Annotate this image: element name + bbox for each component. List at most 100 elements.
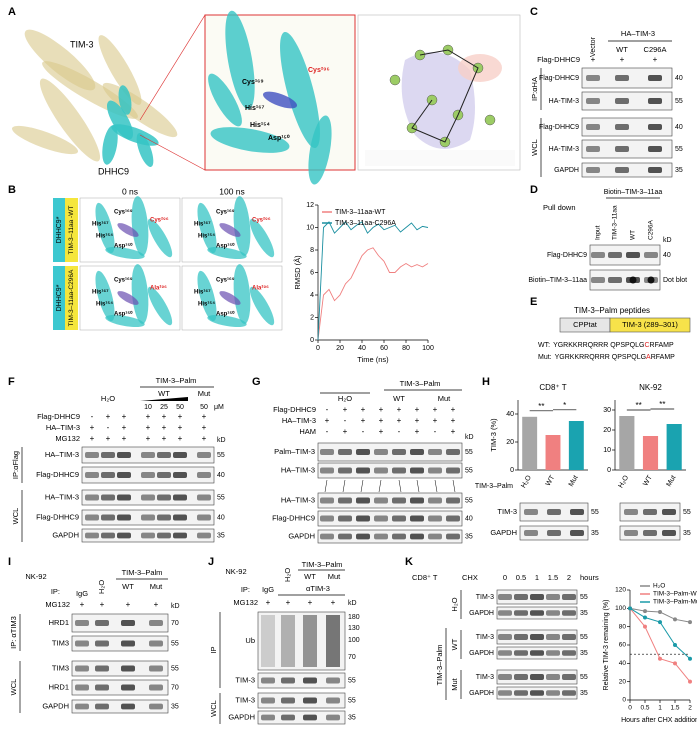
x-tick-label: 100 — [422, 345, 434, 352]
blot-label: HA–TIM-3 — [45, 450, 79, 459]
kd-marker: 55 — [465, 467, 473, 474]
section-label: Mut — [450, 677, 459, 690]
y-tick-label: 4 — [310, 292, 314, 299]
structure — [131, 196, 149, 256]
condition-sign: - — [326, 427, 329, 436]
kd-marker: 55 — [465, 497, 473, 504]
kd-marker: 40 — [217, 472, 225, 479]
kd-marker: 100 — [348, 637, 360, 644]
condition-sign: + — [415, 427, 420, 436]
band — [157, 452, 171, 458]
band — [410, 533, 424, 540]
blot-label: GAPDH — [228, 712, 255, 721]
residue-label: His¹⁶⁷ — [194, 289, 211, 296]
group-label: TIM-3–Palm — [475, 483, 513, 490]
kd-marker: 35 — [675, 167, 683, 174]
band — [197, 532, 211, 539]
section-label: H₂O — [450, 597, 459, 611]
band — [326, 677, 340, 684]
residue-label: Asp¹⁵⁰ — [216, 243, 235, 250]
band — [121, 665, 135, 672]
significance-label: ** — [659, 400, 665, 409]
x-tick-label: 0 — [628, 705, 632, 712]
condition-sign: - — [91, 412, 94, 421]
condition-sign: + — [100, 600, 105, 609]
lane-label: C296A — [644, 45, 667, 54]
structure — [207, 246, 247, 260]
group-label: TIM-3–Palm — [122, 568, 163, 577]
band — [141, 494, 155, 501]
label: TIM-3–Palm peptides — [574, 306, 650, 315]
condition-label: MG132 — [233, 598, 258, 607]
band — [303, 615, 317, 667]
kd-unit: kD — [663, 237, 672, 244]
kd-marker: 55 — [217, 452, 225, 459]
y-tick-label: 0 — [510, 467, 514, 474]
section-label: IP: αTIM3 — [9, 616, 18, 649]
data-point — [658, 610, 662, 614]
blot-label: Flag-DHHC9 — [547, 252, 587, 259]
label: NK-92 — [25, 572, 46, 581]
kd-marker: 40 — [663, 252, 671, 259]
band — [197, 472, 211, 478]
data-point — [673, 617, 677, 622]
band — [648, 98, 662, 104]
box-label: TIM-3 (289–301) — [622, 320, 678, 329]
panel-letter: C — [530, 6, 538, 18]
band — [428, 497, 442, 504]
legend-label: TIM-3–Palm-Mut — [653, 599, 697, 606]
data-point — [628, 606, 632, 611]
kd-marker: 55 — [580, 674, 588, 681]
lane-connector — [378, 479, 382, 493]
band — [374, 533, 388, 540]
condition-sign: - — [326, 405, 329, 414]
kd-marker: Dot blot — [663, 277, 687, 284]
y-axis-label: Relative TIM-3 remaining (%) — [603, 600, 610, 691]
blot-label: GAPDH — [490, 528, 517, 537]
band — [428, 515, 442, 522]
kd-marker: 55 — [348, 677, 356, 684]
x-tick-label: 0.5 — [640, 705, 649, 712]
blot — [589, 244, 661, 266]
y-tick-label: 40 — [619, 660, 627, 667]
lane-label: αTIM-3 — [306, 584, 330, 593]
timepoint-label: 0.5 — [516, 573, 526, 582]
structure — [225, 10, 255, 110]
condition-sign: + — [90, 423, 95, 432]
band — [498, 674, 512, 680]
blot-label: Flag-DHHC9 — [539, 75, 579, 82]
band — [157, 514, 171, 521]
condition-sign: + — [162, 434, 167, 443]
condition-label: Flag-DHHC9 — [37, 412, 80, 421]
band — [157, 532, 171, 539]
residue-label: Ala²⁹⁶ — [252, 285, 269, 292]
kd-unit: kD — [171, 603, 180, 610]
band — [446, 515, 460, 522]
y-tick-label: 0 — [622, 697, 626, 704]
series-line — [317, 247, 429, 341]
band — [75, 665, 89, 672]
residue-sticks — [219, 223, 241, 237]
kd-marker: 40 — [465, 515, 473, 522]
blot-label: GAPDH — [288, 531, 315, 540]
condition-sign: - — [398, 427, 401, 436]
structure — [95, 270, 115, 322]
condition-sign: + — [343, 427, 348, 436]
kd-marker: 35 — [580, 690, 588, 697]
lane-label: TIM-3–11aa — [612, 205, 619, 240]
band — [149, 684, 163, 691]
panel-letter: I — [8, 556, 11, 568]
kd-marker: 40 — [675, 124, 683, 131]
lane-label: WT — [304, 572, 316, 581]
residue-label: His¹⁵⁴ — [198, 233, 215, 240]
band — [95, 640, 109, 647]
lane-label: Mut — [150, 582, 163, 591]
x-axis-label: Time (ns) — [357, 355, 389, 364]
band — [281, 677, 295, 684]
lane-label: H₂O — [283, 568, 292, 582]
band — [392, 515, 406, 522]
structure-label: DHHC9 — [98, 166, 129, 176]
blot-label: HA–TIM-3 — [281, 465, 315, 474]
structure — [308, 115, 332, 185]
condition-sign: + — [202, 423, 207, 432]
